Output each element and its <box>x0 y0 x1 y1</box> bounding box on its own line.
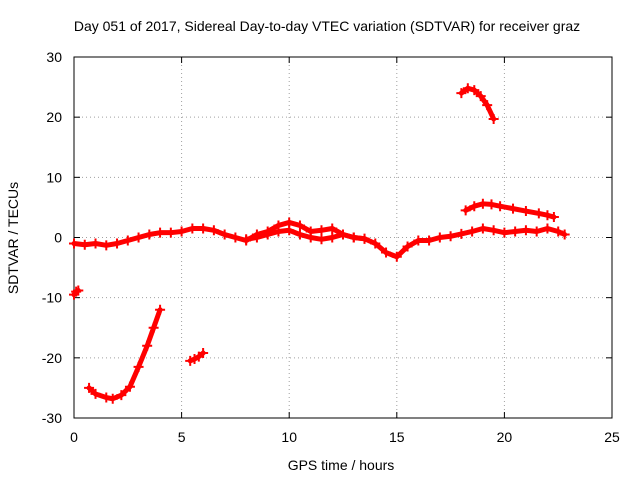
data-point-lower-band <box>359 233 370 244</box>
x-tick-label: 25 <box>604 429 620 445</box>
data-point-main-band <box>477 223 488 234</box>
data-point-lower-band <box>316 234 327 245</box>
data-point-upper-arc <box>456 88 467 99</box>
data-point-lower-band <box>251 232 262 243</box>
data-point-main-band <box>208 225 219 236</box>
axis-ticks: 0 5 10 15 20 25 -30 -20 -10 0 10 20 30 <box>42 49 620 445</box>
y-tick-label: 30 <box>46 49 62 65</box>
data-point-short-segment <box>198 348 209 359</box>
data-point-main-band <box>187 223 198 234</box>
data-point-main-band <box>198 223 209 234</box>
data-point-upper-arc <box>475 91 486 102</box>
data-point-upper-arc <box>488 113 499 124</box>
data-point-upper-band <box>460 205 471 216</box>
x-tick-label: 0 <box>70 429 78 445</box>
data-point-main-band <box>90 238 101 249</box>
data-point-main-band <box>467 226 478 237</box>
data-point-lower-band <box>284 225 295 236</box>
data-point-main-band <box>531 226 542 237</box>
y-tick-label: 20 <box>46 109 62 125</box>
data-point-main-band <box>542 223 553 234</box>
data-point-lower-band <box>241 234 252 245</box>
data-point-lower-band <box>262 229 273 240</box>
data-point-main-band <box>413 235 424 246</box>
data-point-low-arc <box>133 361 144 372</box>
data-point-upper-arc <box>462 83 473 94</box>
data-point-lower-band <box>294 229 305 240</box>
x-axis-label: GPS time / hours <box>288 457 395 473</box>
data-point-low-arc <box>142 340 153 351</box>
data-point-low-arc <box>101 392 112 403</box>
x-tick-label: 20 <box>497 429 513 445</box>
x-tick-label: 5 <box>178 429 186 445</box>
data-point-main-band <box>434 232 445 243</box>
data-point-low-arc <box>116 390 127 401</box>
data-point-main-band <box>488 225 499 236</box>
data-point-upper-arc <box>469 85 480 96</box>
data-point-upper-arc <box>482 100 493 111</box>
data-point-lower-band <box>338 229 348 240</box>
data-point-main-band <box>79 239 90 250</box>
data-point-lower-band <box>327 232 338 243</box>
data-point-low-arc <box>107 393 118 404</box>
y-tick-label: 10 <box>46 169 62 185</box>
data-point-main-band <box>391 251 402 262</box>
series-line-low-arc <box>86 307 163 402</box>
data-point-main-band <box>381 247 392 258</box>
data-point-lower-band <box>273 226 284 237</box>
data-point-main-band <box>112 238 123 249</box>
data-point-low-arc <box>124 381 135 392</box>
data-point-upper-band <box>469 201 480 212</box>
data-point-main-band <box>155 227 166 238</box>
data-point-low-arc <box>84 382 95 393</box>
data-point-upper-band <box>542 210 553 221</box>
data-point-main-band <box>219 229 230 240</box>
x-tick-label: 10 <box>281 429 297 445</box>
data-point-main-band <box>122 235 133 246</box>
data-point-lower-band <box>305 232 316 243</box>
data-point-start-fragment <box>71 286 82 297</box>
data-point-main-band <box>424 235 435 246</box>
data-point-upper-band <box>533 208 544 219</box>
data-point-main-band <box>520 225 531 236</box>
data-point-main-band <box>133 232 144 243</box>
data-point-upper-band <box>477 198 488 209</box>
data-series <box>69 83 570 404</box>
data-point-lower-band <box>348 232 359 243</box>
data-point-start-fragment <box>73 285 84 296</box>
y-axis-label: SDTVAR / TECUs <box>5 182 21 294</box>
chart-title: Day 051 of 2017, Sidereal Day-to-day VTE… <box>74 18 580 34</box>
data-point-upper-band <box>508 203 519 214</box>
data-point-main-band <box>176 226 187 237</box>
data-point-low-arc <box>155 304 166 315</box>
data-point-upper-band <box>486 199 497 210</box>
x-tick-label: 15 <box>389 429 405 445</box>
y-tick-label: -10 <box>42 290 62 306</box>
data-point-low-arc <box>90 388 101 399</box>
data-point-main-band <box>144 229 155 240</box>
data-point-low-arc <box>148 322 159 333</box>
data-point-upper-band <box>548 212 559 223</box>
data-point-main-band <box>553 226 564 237</box>
y-tick-label: -20 <box>42 350 62 366</box>
y-tick-label: 0 <box>54 230 62 246</box>
data-point-main-band <box>559 229 570 240</box>
data-point-main-band <box>499 227 510 238</box>
data-point-main-band <box>230 232 241 243</box>
data-point-upper-band <box>495 201 506 212</box>
data-point-upper-band <box>520 206 531 217</box>
data-point-main-band <box>510 226 521 237</box>
y-tick-label: -30 <box>42 410 62 426</box>
data-point-main-band <box>294 220 305 231</box>
data-point-main-band <box>316 225 327 236</box>
data-point-main-band <box>327 223 338 234</box>
data-point-main-band <box>402 241 413 252</box>
data-point-main-band <box>69 238 79 249</box>
data-point-main-band <box>165 227 176 238</box>
data-point-main-band <box>370 238 381 249</box>
data-point-main-band <box>456 228 467 239</box>
data-point-main-band <box>445 231 456 242</box>
data-point-main-band <box>101 240 112 251</box>
